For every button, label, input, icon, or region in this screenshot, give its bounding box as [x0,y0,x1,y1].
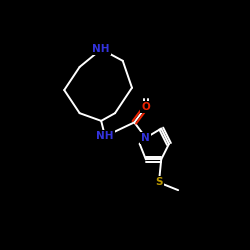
Text: S: S [155,178,163,188]
Text: N: N [142,133,150,143]
Text: NH: NH [96,131,114,141]
Text: NH: NH [92,44,110,54]
Text: O: O [142,102,150,112]
